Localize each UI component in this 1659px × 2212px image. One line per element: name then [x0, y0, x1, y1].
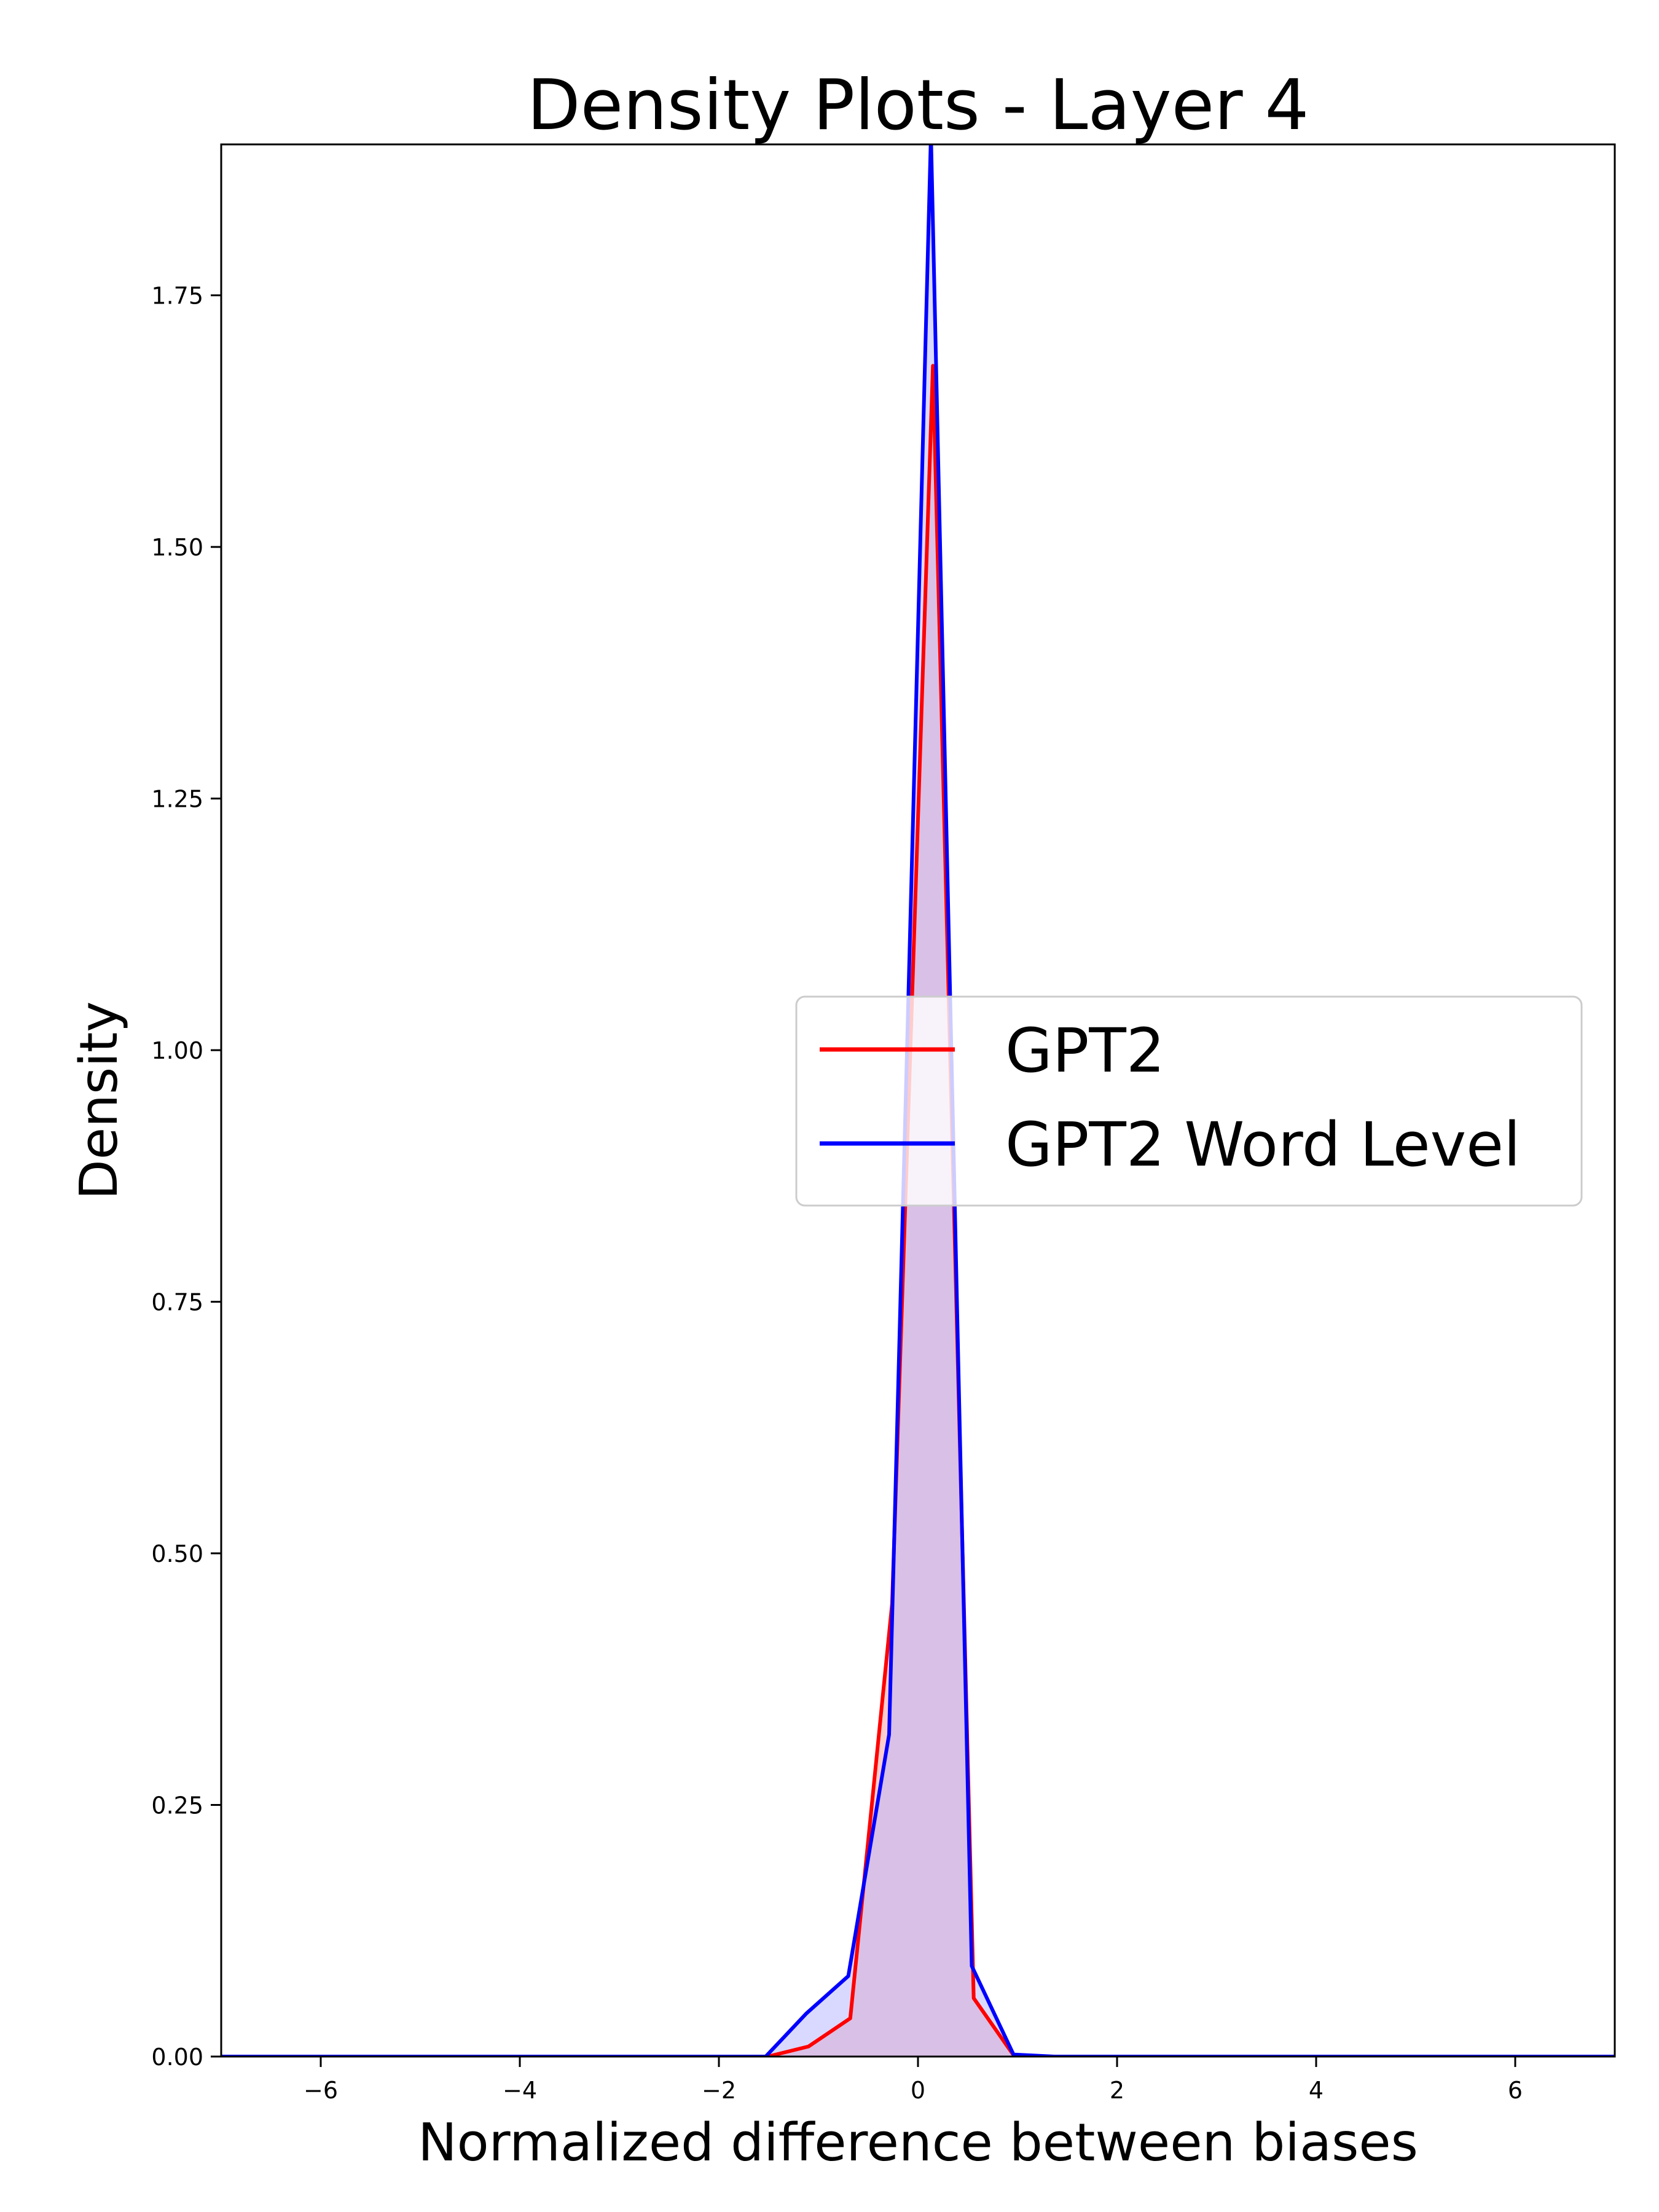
y-tick-label: 1.50 [151, 534, 203, 561]
y-tick-label: 0.75 [151, 1289, 203, 1316]
legend-box [795, 995, 1583, 1207]
y-tick-label: 1.25 [151, 786, 203, 813]
x-tick-label: 4 [1309, 2077, 1324, 2104]
x-tick-label: 2 [1110, 2077, 1124, 2104]
x-tick-label: −2 [702, 2077, 736, 2104]
x-tick-label: −6 [304, 2077, 338, 2104]
series-line-0 [221, 364, 1615, 2057]
y-tick-label: 1.00 [151, 1037, 203, 1064]
x-axis-label: Normalized difference between biases [418, 2112, 1418, 2173]
legend-label-gpt2-word-level: GPT2 Word Level [1005, 1110, 1521, 1180]
y-axis: 0.00 0.25 0.50 0.75 1.00 1.25 1.50 1.75 [151, 283, 221, 2071]
series-lines [221, 144, 1615, 2057]
x-tick-label: −4 [503, 2077, 537, 2104]
y-tick-label: 0.25 [151, 1792, 203, 1819]
legend-label-gpt2: GPT2 [1005, 1016, 1165, 1086]
y-tick-label: 0.50 [151, 1540, 203, 1567]
legend: GPT2 GPT2 Word Level [795, 995, 1583, 1207]
y-tick-label: 1.75 [151, 283, 203, 310]
chart-title: Density Plots - Layer 4 [527, 65, 1309, 146]
x-tick-label: 6 [1508, 2077, 1523, 2104]
x-tick-label: 0 [911, 2077, 925, 2104]
y-axis-label: Density [69, 1001, 130, 1199]
series-line-1 [221, 144, 1615, 2057]
y-tick-label: 0.00 [151, 2044, 203, 2071]
x-axis: −6 −4 −2 0 2 4 6 [304, 2057, 1523, 2104]
